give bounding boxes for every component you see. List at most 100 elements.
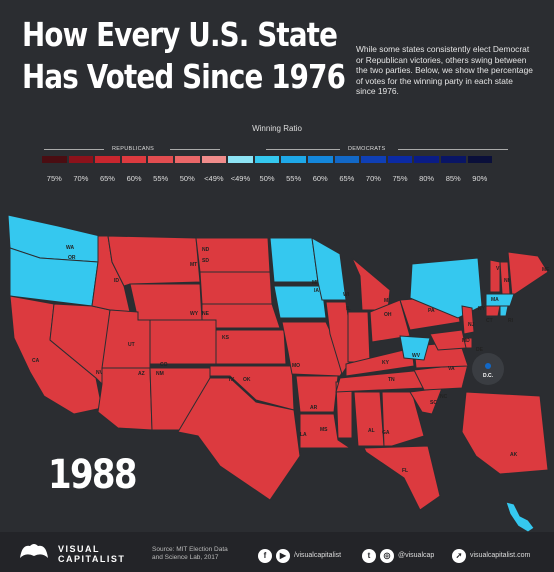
twitter-handle[interactable]: @visualcap <box>398 552 435 559</box>
state-label-nj: NJ <box>468 322 475 328</box>
state-label-ut: UT <box>128 342 135 348</box>
website-link[interactable]: visualcapitalist.com <box>470 552 531 559</box>
brand-line-2: CAPITALIST <box>58 554 126 564</box>
state-vt <box>489 259 501 293</box>
rep-axis-line-2 <box>170 149 220 150</box>
legend-swatch-2 <box>95 156 120 163</box>
legend-swatch-4 <box>148 156 173 163</box>
legend-swatch-8 <box>254 156 280 163</box>
state-nj <box>461 305 475 335</box>
state-oh <box>369 299 411 343</box>
brand: VISUAL CAPITALIST <box>58 544 125 564</box>
state-la <box>299 413 352 449</box>
legend-tick-0: 75% <box>46 174 62 183</box>
state-label-ca: CA <box>32 358 40 364</box>
state-tx <box>177 377 301 501</box>
state-label-ga: GA <box>382 430 390 436</box>
legend-tick-2: 65% <box>99 174 115 183</box>
state-fl <box>363 445 441 511</box>
state-label-de: DE <box>476 347 484 353</box>
title-line-2: Has Voted Since 1976 <box>22 57 346 96</box>
brand-line-1: VISUAL <box>58 544 101 554</box>
state-label-sc: SC <box>430 400 437 406</box>
state-label-ia: IA <box>314 288 319 294</box>
legend-swatch-5 <box>174 156 200 163</box>
legend-swatch-1 <box>68 156 94 163</box>
legend-swatch-16 <box>467 156 493 163</box>
legend-tick-5: 50% <box>179 174 195 183</box>
legend-tick-14: 80% <box>419 174 435 183</box>
legend-tick-15: 85% <box>445 174 461 183</box>
instagram-icon[interactable]: ◎ <box>380 549 394 563</box>
state-label-ak: AK <box>510 452 518 458</box>
legend-tick-4: 55% <box>153 174 169 183</box>
description: While some states consistently elect Dem… <box>356 44 533 97</box>
state-nd <box>195 237 271 273</box>
legend-swatch-11 <box>334 156 360 163</box>
republicans-label: REPUBLICANS <box>112 146 155 152</box>
legend-swatch-6 <box>201 156 227 163</box>
state-sd <box>199 271 273 305</box>
state-label-or: OR <box>68 255 76 261</box>
state-label-nc: NC <box>440 394 448 400</box>
state-label-tn: TN <box>388 377 395 383</box>
title-line-1: How Every U.S. State <box>22 15 338 54</box>
state-label-mo: MO <box>292 363 300 369</box>
legend-swatch-7 <box>228 156 253 163</box>
youtube-icon[interactable]: ▶ <box>276 549 290 563</box>
year-label: 1988 <box>48 452 138 498</box>
state-label-co: CO <box>160 362 168 368</box>
legend-tick-8: 50% <box>259 174 275 183</box>
state-label-sd: SD <box>202 258 209 264</box>
facebook-icon[interactable]: f <box>258 549 272 563</box>
source-line-2: and Science Lab, 2017 <box>152 554 219 561</box>
state-label-tx: TX <box>228 377 235 383</box>
legend-swatch-9 <box>281 156 306 163</box>
state-label-ma: MA <box>491 297 499 303</box>
source: Source: MIT Election Data and Science La… <box>152 546 252 562</box>
state-wv <box>399 335 431 361</box>
legend-tick-6: <49% <box>204 174 224 183</box>
dem-axis-line-2 <box>398 149 508 150</box>
state-label-wy: WY <box>190 311 199 317</box>
legend-tick-1: 70% <box>73 174 89 183</box>
dc-dot <box>485 363 491 369</box>
state-az <box>97 367 153 431</box>
legend-swatch-10 <box>307 156 333 163</box>
state-label-ks: KS <box>222 335 230 341</box>
state-label-ny: NY <box>478 306 486 312</box>
state-label-me: ME <box>542 267 550 273</box>
state-label-oh: OH <box>384 312 392 318</box>
state-label-md: MD <box>462 338 470 344</box>
legend-ticks: 75% 70% 65% 60% 55% 50% <49% <49% 50% 55% 60% 65% 70… <box>42 174 492 183</box>
state-label-ok: OK <box>243 377 251 383</box>
state-label-nh: NH <box>504 278 512 284</box>
state-label-nm: NM <box>156 371 164 377</box>
twitter-icon[interactable]: t <box>362 549 376 563</box>
state-label-va: VA <box>448 366 455 372</box>
state-label-ar: AR <box>310 405 318 411</box>
legend-tick-9: 55% <box>286 174 302 183</box>
state-co <box>149 319 217 365</box>
state-md <box>429 329 467 351</box>
state-mt <box>107 235 201 287</box>
legend-tick-16: 90% <box>472 174 488 183</box>
legend-swatch-3 <box>121 156 147 163</box>
democrats-label: DEMOCRATS <box>348 146 386 152</box>
legend-tick-11: 65% <box>339 174 355 183</box>
facebook-handle[interactable]: /visualcapitalist <box>294 552 342 559</box>
state-label-wi: WI <box>343 292 350 298</box>
state-label-al: AL <box>368 428 375 434</box>
legend-swatch-12 <box>361 156 386 163</box>
visual-capitalist-logo-icon <box>20 544 48 558</box>
state-wi <box>311 237 347 301</box>
state-label-la: LA <box>300 432 307 438</box>
state-label-wv: WV <box>412 353 421 359</box>
cursor-icon[interactable]: ➚ <box>452 549 466 563</box>
state-al <box>353 391 385 447</box>
state-label-id: ID <box>114 278 119 284</box>
state-ri <box>499 305 509 317</box>
state-in <box>347 311 371 363</box>
state-mn <box>269 237 319 283</box>
